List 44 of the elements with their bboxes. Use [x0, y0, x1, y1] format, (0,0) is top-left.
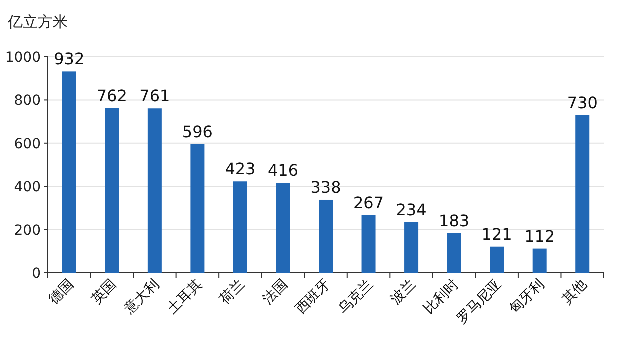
bar: [233, 182, 248, 273]
data-label: 121: [482, 224, 512, 244]
bar: [404, 222, 419, 273]
x-tick-label: 波兰: [388, 276, 420, 308]
x-tick-label: 德国: [46, 276, 78, 308]
bar: [190, 144, 205, 273]
data-label: 338: [310, 178, 342, 197]
bar: [490, 246, 504, 273]
data-label: 761: [140, 86, 170, 106]
data-label: 596: [182, 122, 213, 142]
bar: [362, 215, 376, 273]
y-axis-title: 亿立方米: [7, 13, 68, 31]
data-label: 234: [396, 200, 427, 220]
y-tick-label: 200: [14, 222, 41, 239]
y-tick-label: 800: [14, 93, 41, 110]
bar: [576, 115, 590, 273]
x-tick-label: 意大利: [121, 276, 163, 318]
bar: [447, 233, 462, 273]
data-label: 932: [54, 50, 85, 69]
y-tick-label: 1000: [5, 50, 41, 66]
y-tick-label: 400: [14, 180, 41, 196]
data-label: 730: [567, 93, 598, 112]
bar: [319, 200, 333, 273]
x-tick-label: 乌克兰: [336, 276, 377, 318]
data-label: 267: [353, 193, 384, 212]
data-label: 423: [225, 160, 256, 179]
x-tick-label: 匈牙利: [506, 276, 548, 318]
data-label: 416: [268, 161, 299, 180]
x-tick-label: 荷兰: [217, 276, 248, 308]
bar: [62, 72, 76, 273]
data-label: 762: [96, 86, 128, 106]
bar: [532, 248, 547, 273]
y-tick-label: 600: [14, 136, 41, 152]
bar: [148, 108, 162, 273]
x-tick-label: 土耳其: [164, 276, 206, 318]
x-tick-label: 其他: [559, 276, 590, 308]
x-tick-label: 英国: [88, 276, 120, 308]
x-tick-label: 西班牙: [292, 276, 334, 318]
y-tick-label: 0: [32, 266, 41, 282]
data-label: 183: [439, 211, 470, 230]
data-label: 112: [524, 226, 556, 246]
bar: [105, 108, 120, 273]
bar: [276, 183, 290, 273]
x-tick-label: 法国: [260, 276, 292, 308]
